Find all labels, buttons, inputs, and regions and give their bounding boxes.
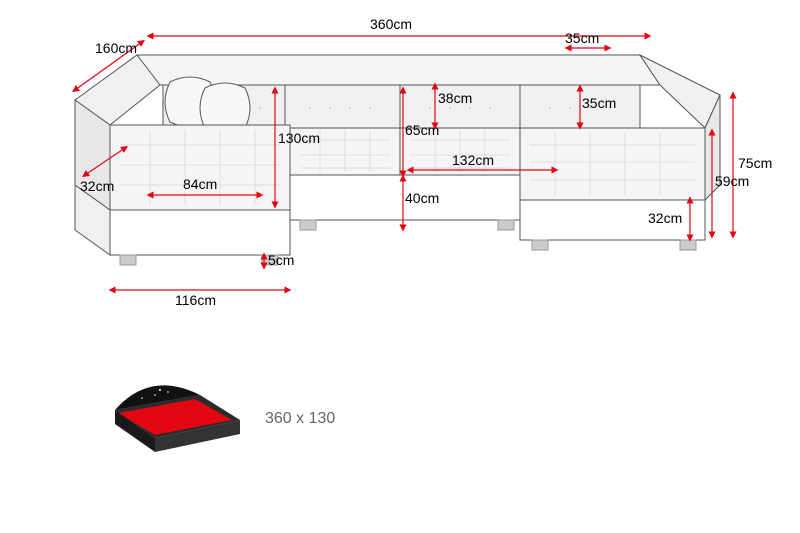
bed-icon xyxy=(115,384,240,452)
diagram-canvas xyxy=(0,0,800,533)
dim-35t: 35cm xyxy=(565,30,599,46)
dim-132: 132cm xyxy=(452,152,494,168)
dim-38: 38cm xyxy=(438,90,472,106)
dim-5: 5cm xyxy=(268,252,294,268)
dim-360: 360cm xyxy=(370,16,412,32)
dim-59: 59cm xyxy=(715,173,749,189)
dim-160: 160cm xyxy=(95,40,137,56)
dim-40: 40cm xyxy=(405,190,439,206)
sofa-drawing xyxy=(75,55,720,265)
dim-84: 84cm xyxy=(183,176,217,192)
dim-32l: 32cm xyxy=(80,178,114,194)
dim-130: 130cm xyxy=(278,130,320,146)
dim-75: 75cm xyxy=(738,155,772,171)
dim-35s: 35cm xyxy=(582,95,616,111)
dim-32r: 32cm xyxy=(648,210,682,226)
dim-65: 65cm xyxy=(405,122,439,138)
dim-116: 116cm xyxy=(175,292,216,308)
bed-size-label: 360 x 130 xyxy=(265,410,335,428)
